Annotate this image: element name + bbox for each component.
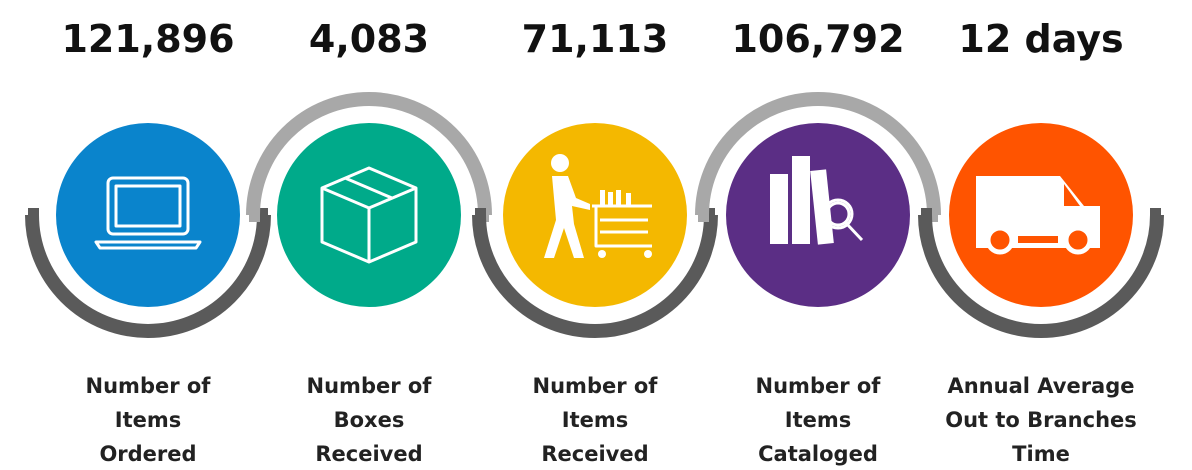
stat-value: 4,083 bbox=[309, 17, 429, 61]
bottom-arc bbox=[918, 208, 1164, 338]
stat-label: Number of bbox=[307, 374, 433, 398]
stat-label: Number of bbox=[756, 374, 882, 398]
stat-label: Boxes bbox=[334, 408, 405, 432]
stat-label: Out to Branches bbox=[945, 408, 1137, 432]
stat-label: Items bbox=[785, 408, 851, 432]
arcs bbox=[25, 92, 1164, 338]
bottom-arc bbox=[25, 208, 271, 338]
box-icon bbox=[320, 166, 418, 264]
truck-icon bbox=[976, 176, 1100, 255]
circle-ordered bbox=[56, 123, 240, 307]
stat-label: Items bbox=[562, 408, 628, 432]
stat-value: 106,792 bbox=[731, 17, 904, 61]
stat-value: 121,896 bbox=[61, 17, 234, 61]
texts: 121,896 Number of Items Ordered 4,083 Number … bbox=[61, 17, 1136, 466]
books-icon bbox=[770, 156, 864, 245]
stat-label: Items bbox=[115, 408, 181, 432]
top-arc bbox=[695, 92, 941, 222]
stat-value: 71,113 bbox=[522, 17, 669, 61]
stat-label: Annual Average bbox=[947, 374, 1134, 398]
bottom-arc bbox=[472, 208, 718, 338]
stat-label: Number of bbox=[86, 374, 212, 398]
stat-label: Cataloged bbox=[758, 442, 878, 466]
stat-label: Number of bbox=[533, 374, 659, 398]
stat-label: Received bbox=[315, 442, 422, 466]
top-arc bbox=[246, 92, 492, 222]
stat-label: Time bbox=[1012, 442, 1070, 466]
stat-label: Received bbox=[541, 442, 648, 466]
cart-icon bbox=[544, 154, 652, 258]
stat-label: Ordered bbox=[99, 442, 196, 466]
stat-value: 12 days bbox=[958, 17, 1123, 61]
laptop-icon bbox=[94, 176, 202, 250]
